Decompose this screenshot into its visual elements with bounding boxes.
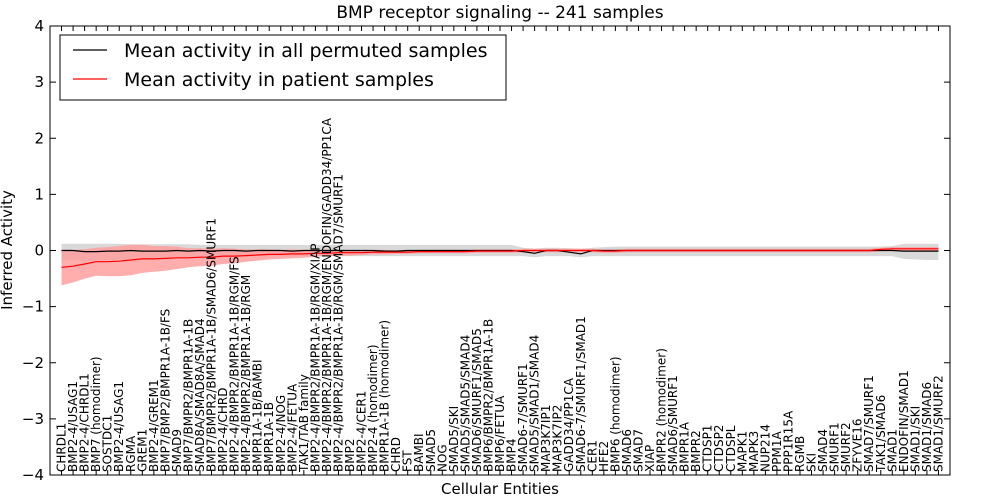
- x-tick-label: BMPR1A: [678, 421, 692, 472]
- x-tick-label: SMAD6/SMURF1: [666, 375, 680, 472]
- y-tick-label: 1: [34, 185, 44, 203]
- x-tick-label: BMP7 (homodimer): [89, 356, 103, 472]
- x-tick-label: CTDSP1: [701, 425, 715, 472]
- x-tick-label: CER1: [585, 440, 599, 472]
- x-tick-label: PPP1R15A: [782, 410, 796, 472]
- x-tick-label: BMP2-4/CER1: [355, 391, 369, 472]
- x-tick-label: BMP7/BMPR2/BMPR1A-1B/SMAD6/SMURF1: [205, 218, 219, 472]
- x-tick-label: MAPK3: [747, 431, 761, 472]
- x-tick-label: RGMA: [124, 435, 138, 472]
- x-tick-label: BMPR1A-1B/BAMBI: [251, 359, 265, 472]
- x-tick-label: CHRD: [389, 437, 403, 472]
- x-tick-label: SMAD8A/SMAD8A/SMAD4: [193, 318, 207, 472]
- x-tick-label: SMAD6/SMURF1/SMAD5: [470, 328, 484, 472]
- x-tick-label: NUP214: [758, 424, 772, 472]
- x-tick-label: BMP6/FETUA: [493, 395, 507, 472]
- x-tick-label: NOG: [435, 444, 449, 472]
- patient-mean-line: [61, 248, 939, 268]
- x-tick-label: XIAP: [643, 445, 657, 472]
- x-tick-label: GREM1: [135, 429, 149, 472]
- x-tick-label: SMAD7/SMURF1: [862, 375, 876, 472]
- x-tick-label: RGMB: [793, 436, 807, 472]
- x-tick-label: SMAD5/SMAD5/SMAD4: [458, 335, 472, 472]
- x-tick-label: SMAD6: [620, 429, 634, 472]
- x-tick-label: BMP4: [505, 439, 519, 472]
- x-tick-label: BMP2-4/USAG1: [112, 381, 126, 472]
- x-tick-label: MAP3K7IP2: [551, 405, 565, 472]
- x-tick-label: SMURF1: [828, 422, 842, 472]
- chart-title: BMP receptor signaling -- 241 samples: [336, 3, 663, 23]
- x-tick-label: BMP2-4/NOG: [274, 395, 288, 472]
- y-tick-label: 3: [34, 73, 44, 91]
- x-tick-label: ZFYVE16: [851, 418, 865, 472]
- x-tick-label: BMP2-4 (homodimer): [366, 344, 380, 472]
- x-tick-label: SMAD5/SKI: [447, 406, 461, 472]
- x-tick-label: BMP2-4/CHRD: [216, 388, 230, 472]
- plot-frame: [49, 25, 951, 476]
- x-tick-label: BMPR1A-1B: [262, 402, 276, 472]
- x-tick-label: BMP6/BMPR2/BMPR1A-1B: [482, 319, 496, 472]
- y-tick-label: −2: [22, 354, 44, 372]
- x-tick-label: SMAD5/SMAD1/SMAD4: [528, 335, 542, 472]
- y-axis-label: Inferred Activity: [0, 190, 16, 310]
- x-tick-label: BMP6 (homodimer): [608, 356, 622, 472]
- x-tick-label: TAK1/TAB family: [297, 374, 311, 473]
- x-tick-label: BMP2-4/GREM1: [147, 379, 161, 472]
- x-tick-label: PPM1A: [770, 431, 784, 472]
- x-tick-label: BMP7/BMPR2/BMPR1A-1B: [182, 319, 196, 472]
- x-tick-label: CTDSPL: [724, 425, 738, 472]
- legend-box: [59, 34, 507, 101]
- y-axis: −4 −3 −2 −1 0 1 2 3 4: [22, 17, 950, 484]
- x-tick-label: BMPR2: [689, 430, 703, 472]
- x-tick-label: ENDOFIN/SMAD1: [897, 370, 911, 472]
- x-tick-label: TAK1/SMAD6: [874, 395, 888, 473]
- x-tick-label: SMURF2: [839, 422, 853, 472]
- legend: Mean activity in all permuted samples Me…: [59, 34, 507, 101]
- x-tick-label: SOSTDC1: [101, 415, 115, 472]
- x-tick-label: BMPR1A-1B (homodimer): [378, 320, 392, 472]
- x-tick-label: BMP2-4/BMPR2/BMPR1A-1B/RGM/ENDOFIN/GADD3…: [320, 117, 334, 472]
- y-tick-label: 2: [34, 129, 44, 147]
- x-tick-label: SMAD1/SMAD6: [920, 382, 934, 472]
- x-tick-label: SKI: [805, 453, 819, 472]
- x-tick-label: CTDSP2: [712, 425, 726, 472]
- x-tick-label: SMAD1/SKI: [908, 406, 922, 472]
- x-tick-label: SMAD4: [816, 429, 830, 472]
- x-tick-label: BMP2-4/BMPR2/BMPR1A-1B/RGM/FS: [228, 256, 242, 472]
- y-tick-label: −3: [22, 410, 44, 428]
- x-tick-label: SMAD5: [424, 429, 438, 472]
- x-tick-label: SMAD7: [632, 429, 646, 472]
- x-tick-label: FST: [401, 450, 415, 472]
- y-tick-label: −1: [22, 298, 44, 316]
- legend-label-permuted: Mean activity in all permuted samples: [124, 40, 487, 62]
- x-tick-label: MAPK1: [735, 431, 749, 472]
- x-tick-label: BMP2: [343, 439, 357, 472]
- y-tick-label: −4: [22, 466, 44, 484]
- x-tick-label: SMAD1/SMURF2: [932, 375, 946, 472]
- x-tick-label: BMP7/BMP2/BMPR1A-1B/FS: [158, 309, 172, 472]
- x-tick-label: SMAD1: [885, 429, 899, 472]
- x-tick-label: GADD34/PP1CA: [562, 377, 576, 472]
- x-tick-label: MAP3K7IP1: [539, 405, 553, 472]
- x-tick-label: BMP2-4/BMPR2/BMPR1A-1B/RGM: [239, 275, 253, 472]
- x-tick-label: BMP2-4/BMPR2/BMPR1A-1B/RGM/XIAP: [308, 243, 322, 472]
- x-tick-label: SMAD6-7/SMURF1: [516, 363, 530, 472]
- x-tick-label: SMAD6-7/SMURF1/SMAD1: [574, 316, 588, 472]
- x-tick-label: BAMBI: [412, 433, 426, 472]
- x-tick-label: BMP2-4/CHRDL1: [78, 373, 92, 472]
- x-tick-label: CHRDL1: [55, 423, 69, 472]
- x-tick-label: HFE2: [597, 441, 611, 472]
- x-tick-label: BMPR2 (homodimer): [655, 348, 669, 472]
- x-tick-label: BMP2-4/BMPR2/BMPR1A-1B/RGM/SMAD7/SMURF1: [332, 174, 346, 472]
- x-tick-label: SMAD9: [170, 429, 184, 472]
- x-tick-label: BMP2-4/FETUA: [285, 383, 299, 472]
- y-tick-label: 4: [34, 17, 44, 35]
- x-axis-label: Cellular Entities: [441, 480, 559, 498]
- x-tick-label: BMP2-4/USAG1: [66, 381, 80, 472]
- y-tick-label: 0: [34, 242, 44, 260]
- legend-label-patient: Mean activity in patient samples: [124, 69, 434, 91]
- series-lines: [61, 248, 939, 268]
